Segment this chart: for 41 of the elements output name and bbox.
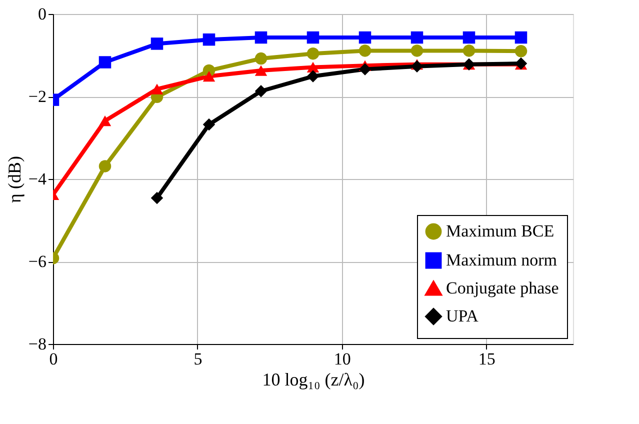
- point: [254, 65, 268, 76]
- point: [306, 31, 320, 44]
- point: [410, 31, 424, 44]
- point: [254, 85, 268, 98]
- legend-label: Maximum BCE: [446, 222, 554, 240]
- legend-label: UPA: [446, 306, 480, 326]
- point: [462, 31, 476, 44]
- point: [98, 116, 112, 126]
- point: [410, 44, 424, 57]
- point: [202, 33, 216, 46]
- y-tick-label: 0: [38, 4, 46, 24]
- point: [202, 118, 216, 131]
- point: [306, 62, 320, 73]
- point: [358, 63, 372, 76]
- point: [98, 160, 112, 172]
- x-tick-label: 15: [478, 350, 496, 368]
- y-tick-label: −2: [28, 87, 46, 106]
- point: [462, 44, 476, 57]
- point: [514, 45, 528, 58]
- point: [98, 56, 112, 68]
- y-axis-title: η (dB): [4, 156, 24, 203]
- x-axis-title: 10 log₁₀ (z/λ₀): [262, 370, 365, 390]
- y-tick-label: −6: [28, 252, 46, 271]
- x-tick-label: 5: [194, 350, 202, 368]
- point: [358, 44, 372, 57]
- point: [254, 52, 268, 65]
- point: [150, 38, 164, 50]
- point: [306, 47, 320, 60]
- point: [514, 31, 528, 44]
- point: [202, 70, 216, 82]
- legend-label: Conjugate phase: [446, 278, 559, 298]
- point: [150, 84, 164, 94]
- y-tick-label: −4: [28, 170, 47, 188]
- point: [150, 192, 164, 204]
- point: [254, 31, 268, 44]
- point: [358, 31, 372, 44]
- point: [410, 60, 424, 73]
- legend-label: Maximum norm: [446, 250, 557, 270]
- y-tick-label: −8: [28, 334, 46, 354]
- x-tick-label: 10: [334, 350, 351, 368]
- point: [306, 70, 320, 82]
